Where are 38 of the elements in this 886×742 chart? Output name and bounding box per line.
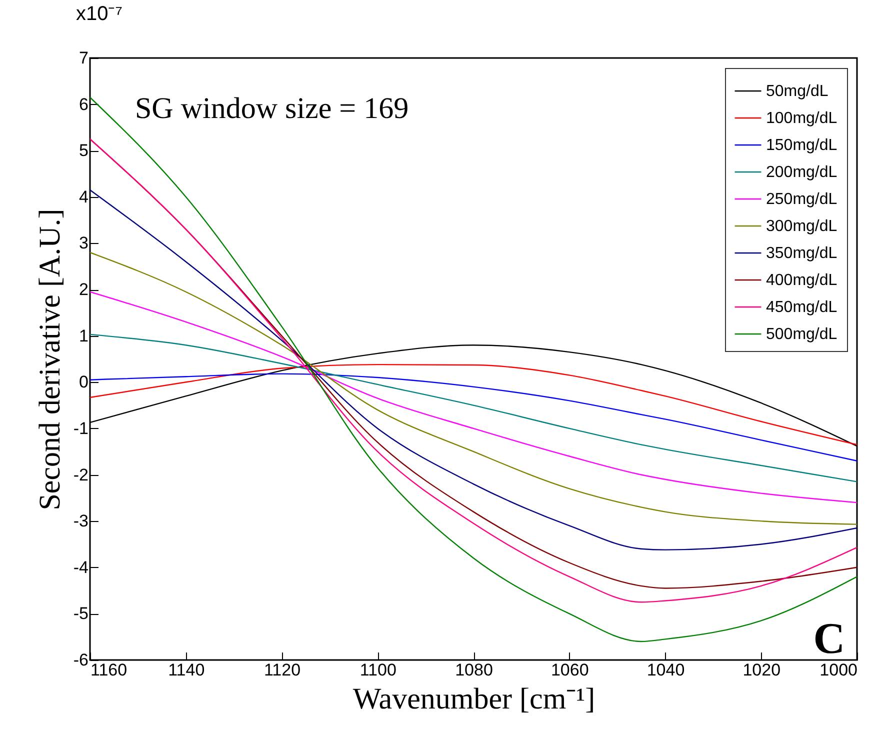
x-axis-title: Wavenumber [cm⁻¹] — [352, 682, 596, 716]
y-tick-label: 2 — [79, 280, 88, 300]
x-tick-label: 1120 — [264, 660, 301, 680]
legend-label: 250mg/dL — [766, 191, 838, 208]
y-tick-label: 6 — [79, 94, 88, 114]
x-tick-label: 1080 — [455, 660, 493, 680]
y-tick-label: 4 — [79, 187, 88, 206]
legend-label: 450mg/dL — [766, 299, 838, 316]
annotation: SG window size = 169 — [135, 92, 409, 125]
y-tick-label: 5 — [79, 141, 88, 160]
legend-label: 500mg/dL — [766, 326, 838, 343]
legend-label: 300mg/dL — [766, 218, 838, 235]
y-tick-label: -1 — [73, 418, 88, 438]
y-tick-label: -4 — [73, 558, 88, 577]
annotation: C — [813, 614, 845, 663]
x-tick-label: 1020 — [742, 660, 781, 680]
x-tick-label: 1140 — [168, 660, 205, 680]
y-axis-title: Second derivative [A.U.] — [33, 208, 66, 510]
x-tick-label: 1100 — [360, 660, 396, 680]
legend-label: 100mg/dL — [766, 110, 838, 127]
x-tick-label: 1060 — [550, 660, 589, 680]
legend-label: 400mg/dL — [766, 272, 838, 289]
y-tick-label: 0 — [79, 372, 88, 392]
legend-label: 150mg/dL — [766, 137, 838, 154]
y-tick-label: 7 — [79, 48, 88, 68]
x-tick-label: 1160 — [90, 660, 128, 680]
x-tick-label: 1000 — [820, 660, 858, 680]
x-tick-label: 1040 — [646, 660, 685, 680]
y-tick-label: 1 — [79, 326, 88, 346]
text: x10⁻⁷ — [76, 3, 122, 25]
y-tick-label: -3 — [73, 512, 88, 531]
legend-label: 50mg/dL — [766, 83, 828, 100]
y-tick-label: 3 — [79, 234, 88, 253]
y-tick-label: -5 — [73, 604, 88, 624]
legend-label: 200mg/dL — [766, 164, 838, 181]
y-tick-label: -2 — [73, 465, 88, 484]
y-tick-label: -6 — [73, 650, 88, 670]
legend-label: 350mg/dL — [766, 245, 838, 262]
